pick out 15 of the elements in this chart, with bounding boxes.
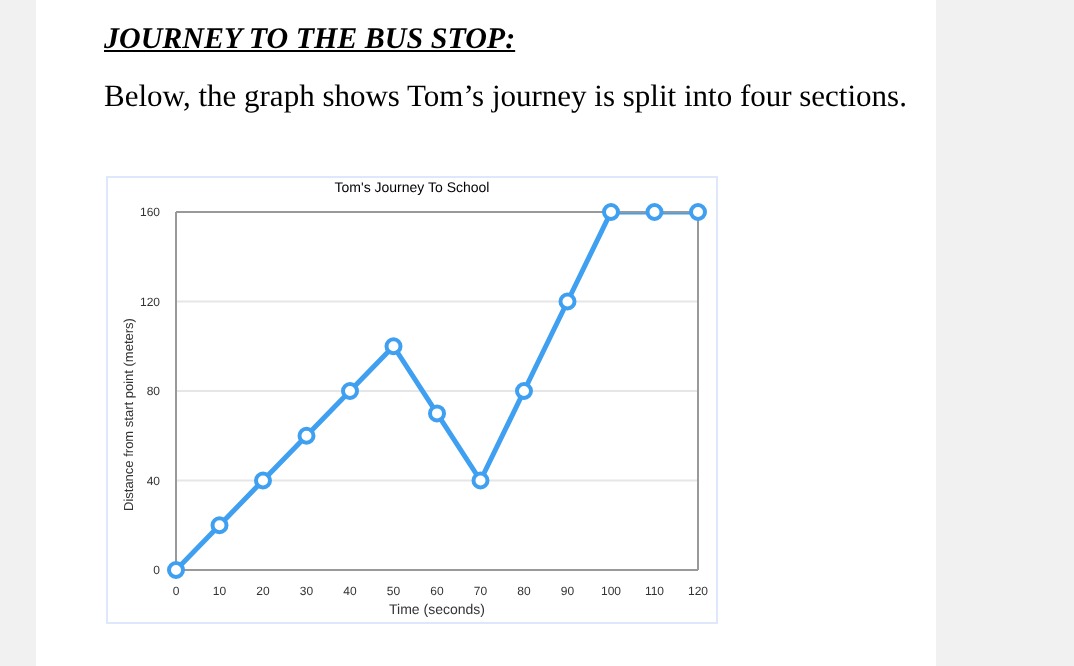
point	[341, 382, 359, 400]
point	[558, 292, 577, 311]
point	[384, 337, 403, 356]
point	[167, 561, 185, 579]
point	[297, 426, 316, 445]
point	[515, 382, 533, 400]
point	[210, 516, 229, 535]
text: Below, the graph shows Tom’s journey is split into four sections.	[104, 80, 907, 116]
point	[645, 203, 664, 221]
point	[428, 404, 446, 423]
point	[254, 471, 272, 490]
point	[689, 203, 707, 221]
point	[471, 471, 490, 490]
text: JOURNEY TO THE BUS STOP:	[104, 24, 516, 58]
point	[602, 203, 620, 221]
